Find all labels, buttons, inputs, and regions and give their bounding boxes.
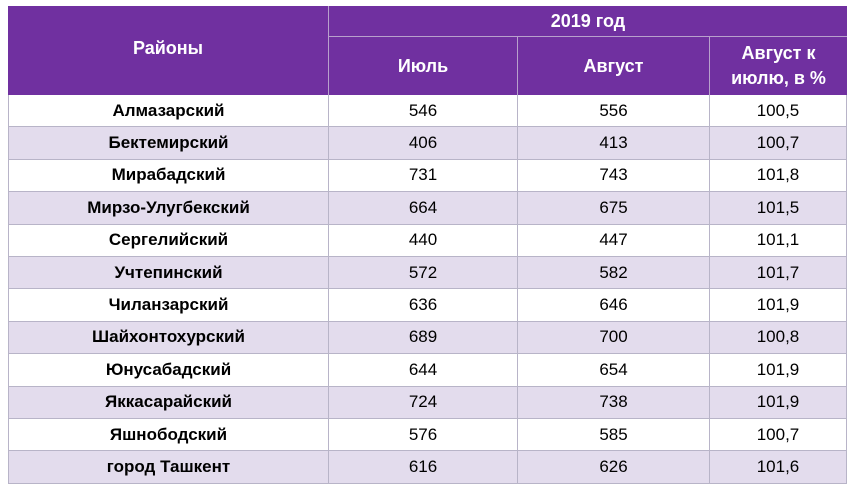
table-cell-region: город Ташкент [8,451,329,484]
table-cell-august: 675 [518,192,710,225]
header-ratio-line1: Август к [741,43,816,63]
table-cell-ratio: 101,8 [710,159,847,193]
table-cell-august: 654 [518,354,710,387]
table-cell-region: Чиланзарский [8,289,329,322]
table-cell-july: 406 [329,127,518,160]
table-cell-ratio: 101,7 [710,256,847,290]
table-cell-august: 646 [518,289,710,322]
prices-table: Районы 2019 год Июль Август Август к июл… [8,6,847,484]
table-cell-july: 616 [329,451,518,484]
table-cell-july: 689 [329,321,518,355]
table-cell-august: 626 [518,451,710,484]
table-cell-august: 585 [518,418,710,452]
header-ratio: Август к июлю, в % [710,37,847,95]
table-cell-ratio: 101,9 [710,354,847,387]
table-cell-july: 572 [329,256,518,290]
table-cell-region: Яккасарайский [8,386,329,419]
table-cell-july: 546 [329,95,518,128]
table-cell-august: 700 [518,321,710,355]
table-cell-region: Яшнободский [8,418,329,452]
table-cell-august: 582 [518,256,710,290]
table-cell-july: 644 [329,354,518,387]
table-cell-region: Алмазарский [8,95,329,128]
table-cell-ratio: 100,7 [710,127,847,160]
table-cell-ratio: 100,7 [710,418,847,452]
table-cell-ratio: 101,9 [710,289,847,322]
table-cell-ratio: 101,6 [710,451,847,484]
table-cell-region: Юнусабадский [8,354,329,387]
table-cell-august: 738 [518,386,710,419]
table-cell-july: 731 [329,159,518,193]
header-august: Август [518,37,710,95]
table-cell-july: 636 [329,289,518,322]
header-ratio-line2: июлю, в % [731,68,826,88]
header-year: 2019 год [329,6,847,37]
table-cell-region: Шайхонтохурский [8,321,329,355]
table-cell-region: Мирабадский [8,159,329,193]
table-cell-july: 724 [329,386,518,419]
table-cell-region: Мирзо-Улугбекский [8,192,329,225]
header-july: Июль [329,37,518,95]
table-cell-july: 440 [329,224,518,257]
table-cell-region: Бектемирский [8,127,329,160]
table-cell-august: 413 [518,127,710,160]
table-cell-july: 664 [329,192,518,225]
table-cell-region: Учтепинский [8,256,329,290]
table-cell-august: 447 [518,224,710,257]
table-cell-august: 556 [518,95,710,128]
table-cell-ratio: 101,1 [710,224,847,257]
table-cell-ratio: 100,5 [710,95,847,128]
table-cell-july: 576 [329,418,518,452]
table-cell-ratio: 101,5 [710,192,847,225]
table-cell-ratio: 100,8 [710,321,847,355]
table-cell-region: Сергелийский [8,224,329,257]
table-cell-ratio: 101,9 [710,386,847,419]
table-cell-august: 743 [518,159,710,193]
header-regions: Районы [8,6,329,95]
